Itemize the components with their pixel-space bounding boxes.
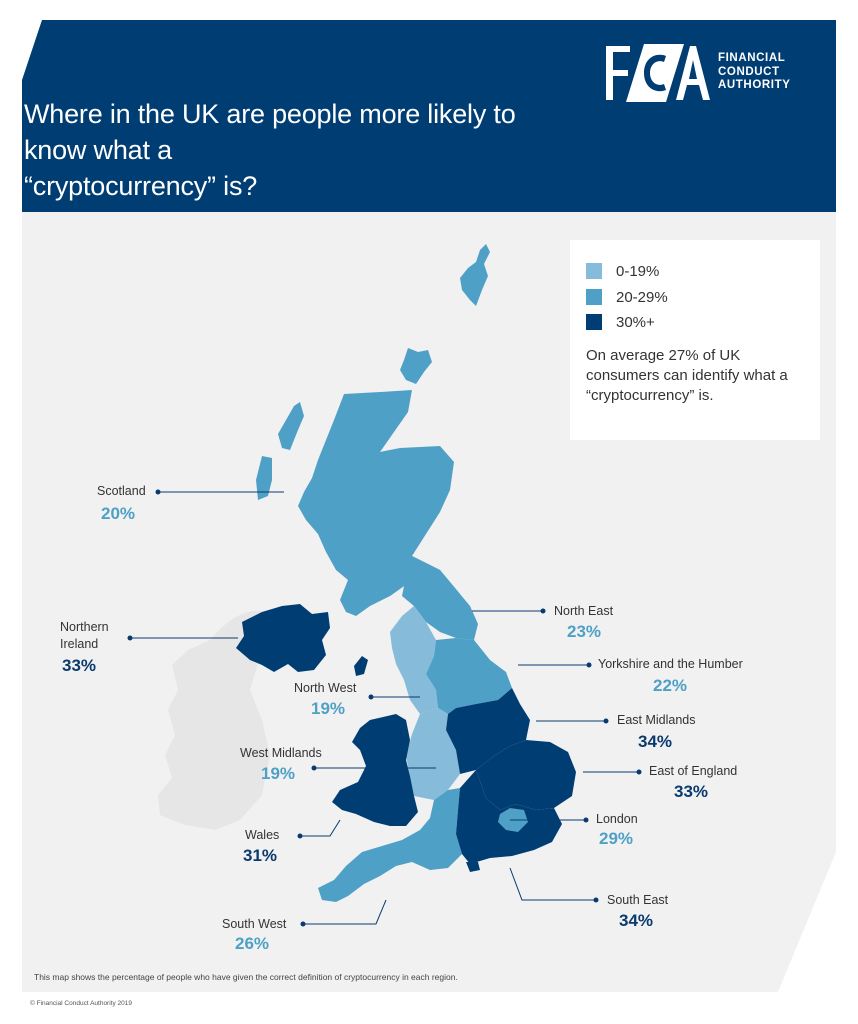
region-scotland[interactable] bbox=[298, 390, 460, 616]
region-northern-ireland[interactable] bbox=[236, 604, 330, 672]
map-legend: 0-19% 20-29% 30%+ On average 27% of UK c… bbox=[570, 240, 820, 440]
region-shetland[interactable] bbox=[460, 244, 490, 306]
ireland-outline bbox=[158, 610, 275, 830]
page-title: Where in the UK are people more likely t… bbox=[24, 96, 584, 204]
region-south-west[interactable] bbox=[318, 788, 462, 902]
fca-logo: FINANCIAL CONDUCT AUTHORITY bbox=[604, 42, 824, 104]
legend-label-high: 30%+ bbox=[616, 313, 655, 331]
fca-logo-wordmark: FINANCIAL CONDUCT AUTHORITY bbox=[718, 52, 790, 93]
isle-of-man bbox=[354, 656, 368, 676]
value-north-east: 23% bbox=[567, 622, 602, 641]
value-yorkshire: 22% bbox=[653, 676, 688, 695]
isle-of-wight bbox=[466, 862, 480, 872]
legend-swatch-mid bbox=[586, 289, 602, 305]
region-orkney[interactable] bbox=[400, 348, 432, 384]
fca-logo-mark-icon bbox=[606, 44, 710, 102]
legend-average-note: On average 27% of UK consumers can ident… bbox=[586, 347, 788, 404]
logo-line-1: FINANCIAL bbox=[718, 52, 786, 64]
value-west-midlands: 19% bbox=[261, 764, 296, 783]
label-north-west: North West bbox=[294, 681, 357, 695]
title-line-2: “cryptocurrency” is? bbox=[24, 171, 258, 201]
label-scotland: Scotland bbox=[97, 484, 146, 498]
header-banner bbox=[22, 20, 836, 212]
legend-item-low: 0-19% bbox=[586, 262, 659, 280]
label-east-of-england: East of England bbox=[649, 764, 738, 778]
legend-swatch-low bbox=[586, 263, 602, 279]
label-london: London bbox=[596, 812, 638, 826]
legend-label-low: 0-19% bbox=[616, 262, 660, 280]
label-northern-ireland-1: Northern bbox=[60, 620, 109, 634]
label-east-midlands: East Midlands bbox=[617, 713, 696, 727]
region-east-midlands[interactable] bbox=[446, 688, 530, 774]
label-south-west: South West bbox=[222, 917, 287, 931]
region-hebrides[interactable] bbox=[256, 402, 304, 500]
label-northern-ireland-2: Ireland bbox=[60, 637, 99, 651]
region-north-west[interactable] bbox=[390, 606, 438, 714]
value-wales: 31% bbox=[243, 846, 278, 865]
region-wales[interactable] bbox=[332, 714, 418, 826]
value-northern-ireland: 33% bbox=[62, 656, 97, 675]
region-yorkshire[interactable] bbox=[426, 638, 512, 714]
label-west-midlands: West Midlands bbox=[240, 746, 322, 760]
map-caption: This map shows the percentage of people … bbox=[34, 972, 458, 982]
value-south-west: 26% bbox=[235, 934, 270, 953]
label-yorkshire: Yorkshire and the Humber bbox=[598, 657, 743, 671]
region-north-east[interactable] bbox=[390, 556, 478, 640]
value-north-west: 19% bbox=[311, 699, 346, 718]
leader-dots bbox=[127, 489, 642, 927]
value-south-east: 34% bbox=[619, 911, 654, 930]
logo-line-2: CONDUCT bbox=[718, 65, 780, 78]
legend-item-mid: 20-29% bbox=[586, 288, 668, 306]
value-east-of-england: 33% bbox=[674, 782, 709, 801]
region-east-of-england[interactable] bbox=[476, 740, 576, 810]
value-scotland: 20% bbox=[101, 504, 136, 523]
leader-lines bbox=[130, 491, 639, 925]
label-south-east: South East bbox=[607, 893, 669, 907]
title-line-1: Where in the UK are people more likely t… bbox=[24, 99, 516, 165]
label-wales: Wales bbox=[245, 828, 280, 842]
logo-line-3: AUTHORITY bbox=[718, 79, 791, 91]
copyright-notice: © Financial Conduct Authority 2019 bbox=[30, 1000, 132, 1007]
legend-swatch-high bbox=[586, 314, 602, 330]
label-north-east: North East bbox=[554, 604, 614, 618]
legend-item-high: 30%+ bbox=[586, 313, 655, 331]
legend-label-mid: 20-29% bbox=[616, 288, 668, 306]
value-london: 29% bbox=[599, 829, 634, 848]
value-east-midlands: 34% bbox=[638, 732, 673, 751]
